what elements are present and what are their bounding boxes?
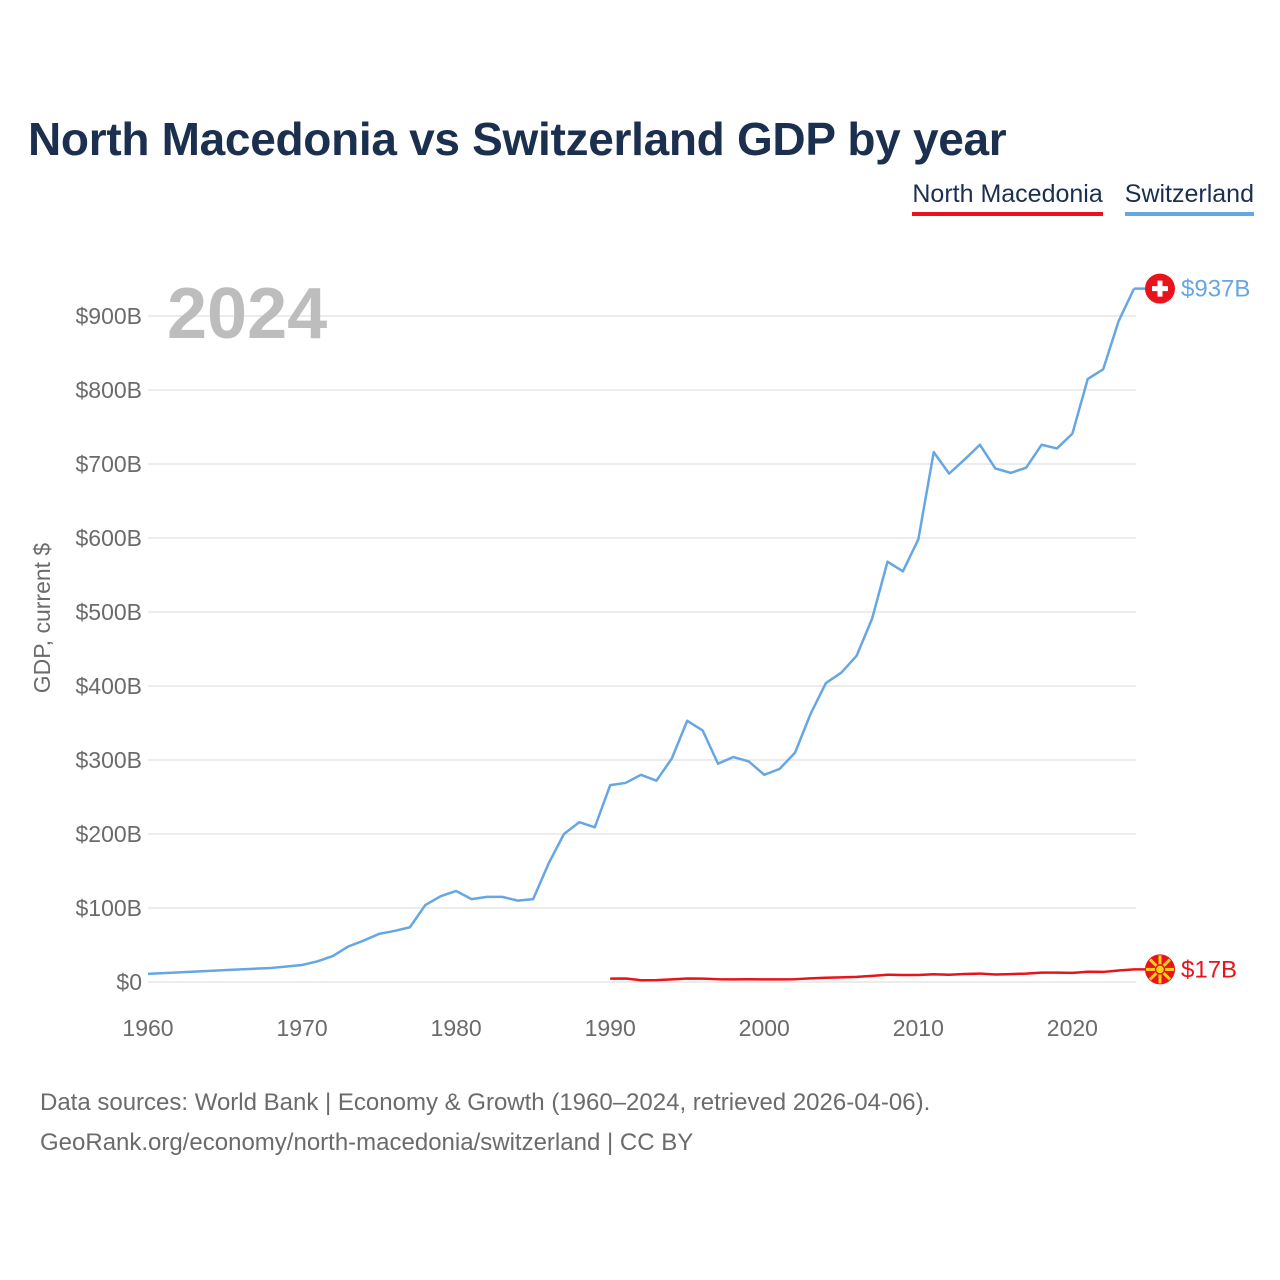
- x-tick-label: 2000: [739, 1015, 790, 1041]
- north-macedonia-flag-icon: [1145, 954, 1175, 985]
- switzerland-flag-icon: [1145, 273, 1175, 304]
- x-tick-label: 1980: [431, 1015, 482, 1041]
- y-tick-label: $500B: [75, 599, 142, 625]
- y-tick-label: $600B: [75, 525, 142, 551]
- legend: North Macedonia Switzerland: [912, 180, 1254, 216]
- footer-sources: Data sources: World Bank | Economy & Gro…: [40, 1089, 931, 1116]
- x-tick-label: 2020: [1047, 1015, 1098, 1041]
- x-tick-label: 1970: [276, 1015, 327, 1041]
- y-tick-label: $400B: [75, 673, 142, 699]
- y-tick-label: $100B: [75, 895, 142, 921]
- legend-item-switzerland[interactable]: Switzerland: [1124, 180, 1254, 216]
- y-tick-label: $800B: [75, 377, 142, 403]
- y-axis-ticks: $0 $100B $200B $300B $400B $500B $600B $700B $80…: [75, 303, 142, 995]
- y-tick-label: $300B: [75, 747, 142, 773]
- x-tick-label: 2010: [893, 1015, 944, 1041]
- y-tick-label: $700B: [75, 451, 142, 477]
- legend-item-north-macedonia[interactable]: North Macedonia: [912, 180, 1103, 216]
- y-tick-label: $200B: [75, 821, 142, 847]
- y-tick-label: $0: [116, 969, 142, 995]
- x-tick-label: 1990: [585, 1015, 636, 1041]
- series-line-north-macedonia[interactable]: [610, 968, 1135, 982]
- footer: Data sources: World Bank | Economy & Gro…: [40, 1083, 930, 1163]
- x-tick-label: 1960: [122, 1015, 173, 1041]
- end-value-label-north-macedonia: $17B: [1181, 956, 1237, 983]
- y-axis-label: GDP, current $: [29, 543, 55, 694]
- y-tick-label: $900B: [75, 303, 142, 329]
- series-lines: [147, 287, 1158, 982]
- series-line-switzerland[interactable]: [147, 288, 1136, 976]
- gridlines: [148, 315, 1136, 983]
- footer-attribution[interactable]: GeoRank.org/economy/north-macedonia/swit…: [40, 1129, 694, 1156]
- year-label: 2024: [167, 274, 327, 354]
- end-value-label-switzerland: $937B: [1181, 276, 1250, 303]
- end-markers: $937B $17B: [1145, 273, 1250, 985]
- x-axis-ticks: 1960 1970 1980 1990 2000 2010 2020: [122, 1015, 1098, 1041]
- chart-title: North Macedonia vs Switzerland GDP by ye…: [28, 113, 1007, 165]
